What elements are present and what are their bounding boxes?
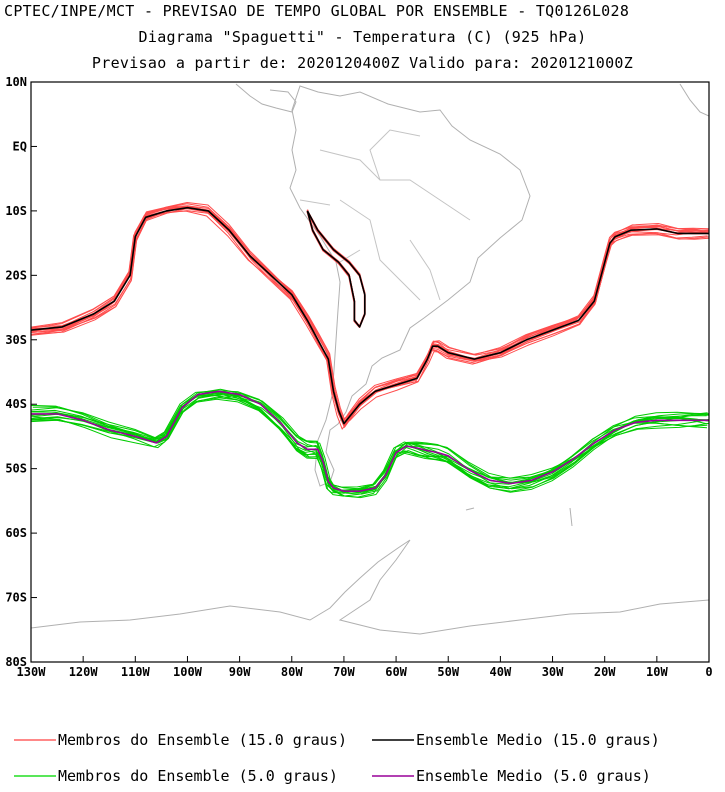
ensemble-member-line xyxy=(31,202,709,422)
y-tick-label: 20S xyxy=(5,268,27,282)
ensemble-member-line xyxy=(31,392,709,497)
x-tick-label: 10W xyxy=(646,665,668,679)
ensemble-member-line xyxy=(31,394,709,494)
ensemble-member-line xyxy=(31,206,708,423)
ensemble-member-line xyxy=(31,397,709,499)
sandwich-islands xyxy=(569,507,573,527)
x-tick-label: 0 xyxy=(705,665,712,679)
x-tick-label: 70W xyxy=(333,665,355,679)
ensemble-member-line xyxy=(31,394,708,498)
x-tick-label: 60W xyxy=(385,665,407,679)
x-tick-label: 110W xyxy=(121,665,151,679)
ensemble-mean-line xyxy=(31,390,709,492)
legend-label: Membros do Ensemble (15.0 graus) xyxy=(58,731,347,749)
legend-label: Membros do Ensemble (5.0 graus) xyxy=(58,767,338,785)
header-title: CPTEC/INPE/MCT - PREVISAO DE TEMPO GLOBA… xyxy=(4,2,630,20)
x-tick-label: 80W xyxy=(281,665,303,679)
y-tick-label: 10N xyxy=(5,75,27,89)
y-tick-label: 10S xyxy=(5,204,27,218)
y-tick-label: 30S xyxy=(5,333,27,347)
ensemble-member-line xyxy=(32,388,709,491)
y-tick-label: 40S xyxy=(5,397,27,411)
central-america-coastline xyxy=(235,83,297,113)
legend-label: Ensemble Medio (15.0 graus) xyxy=(416,731,660,749)
x-tick-label: 90W xyxy=(229,665,251,679)
south-america-coastline xyxy=(289,85,531,487)
ensemble-member-line xyxy=(31,398,708,493)
country-borders xyxy=(299,129,471,301)
ensemble-member-line xyxy=(31,395,707,488)
ensemble-mean-line xyxy=(31,206,709,425)
antarctica-coastline xyxy=(31,539,709,635)
africa-coastline xyxy=(679,83,709,117)
ensemble-member-line xyxy=(31,392,709,494)
header-forecast-time: Previsao a partir de: 2020120400Z Valido… xyxy=(91,54,634,72)
south-georgia xyxy=(465,507,475,511)
plot-frame xyxy=(30,81,710,663)
x-tick-label: 20W xyxy=(594,665,616,679)
ensemble-member-line xyxy=(31,206,709,421)
y-tick-label: 80S xyxy=(5,655,27,669)
y-tick-label: 70S xyxy=(5,591,27,605)
x-tick-label: 120W xyxy=(69,665,99,679)
header-subtitle: Diagrama "Spaguetti" - Temperatura (C) (… xyxy=(138,28,587,46)
x-tick-label: 50W xyxy=(437,665,459,679)
x-tick-label: 40W xyxy=(490,665,512,679)
y-tick-label: 50S xyxy=(5,462,27,476)
ensemble-member-line xyxy=(32,392,709,495)
y-tick-label: 60S xyxy=(5,526,27,540)
ensemble-mean-line xyxy=(306,210,366,328)
basemap-coastlines xyxy=(31,83,709,635)
ensemble-member-line xyxy=(31,396,708,494)
legend-label: Ensemble Medio (5.0 graus) xyxy=(416,767,651,785)
x-tick-label: 100W xyxy=(173,665,203,679)
x-tick-label: 130W xyxy=(17,665,47,679)
y-tick-label: EQ xyxy=(13,139,27,153)
x-tick-label: 30W xyxy=(542,665,564,679)
